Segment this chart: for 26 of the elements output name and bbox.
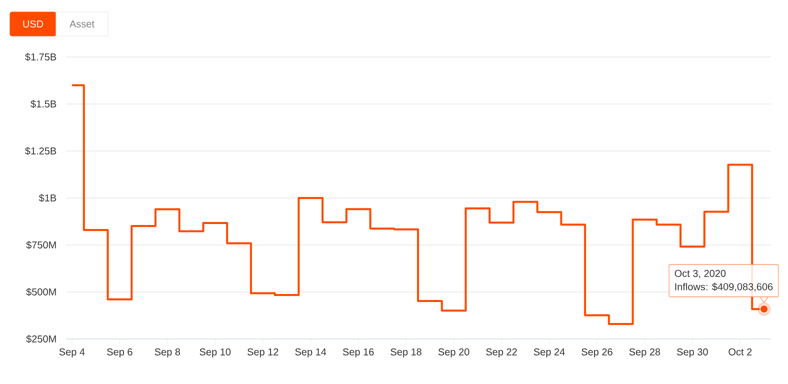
x-tick-label: Sep 18 — [390, 348, 422, 358]
y-tick-label: $500M — [26, 288, 56, 296]
y-tick-label: $1.75B — [25, 52, 56, 62]
x-tick-label: Sep 20 — [438, 348, 470, 358]
annotation: Inflows: $409,083,606 — [675, 282, 773, 292]
x-tick-label: Sep 4 — [59, 348, 85, 358]
x-tick-label: Sep 30 — [677, 348, 708, 358]
x-tick-label: Sep 28 — [629, 348, 660, 358]
y-tick-label: $1.5B — [30, 100, 56, 108]
x-tick-label: Sep 6 — [107, 348, 132, 358]
y-tick-label: $1B — [38, 194, 56, 202]
x-tick-label: Sep 26 — [582, 348, 612, 358]
x-tick-label: Sep 24 — [534, 348, 565, 358]
y-tick-label: $750M — [26, 240, 56, 250]
x-tick-label: Sep 16 — [342, 348, 374, 358]
y-tick-label: $250M — [26, 334, 56, 344]
x-tick-label: Sep 8 — [154, 348, 180, 358]
x-tick-label: Oct 2 — [728, 348, 752, 356]
text: Asset — [70, 20, 94, 28]
y-tick-label: $1.25B — [25, 146, 56, 156]
text: USD — [23, 20, 44, 28]
x-tick-label: Sep 14 — [295, 348, 326, 358]
x-tick-label: Sep 10 — [200, 348, 231, 358]
x-tick-label: Sep 12 — [248, 348, 278, 358]
annotation: Oct 3, 2020 — [674, 270, 726, 278]
x-tick-label: Sep 22 — [486, 348, 517, 358]
